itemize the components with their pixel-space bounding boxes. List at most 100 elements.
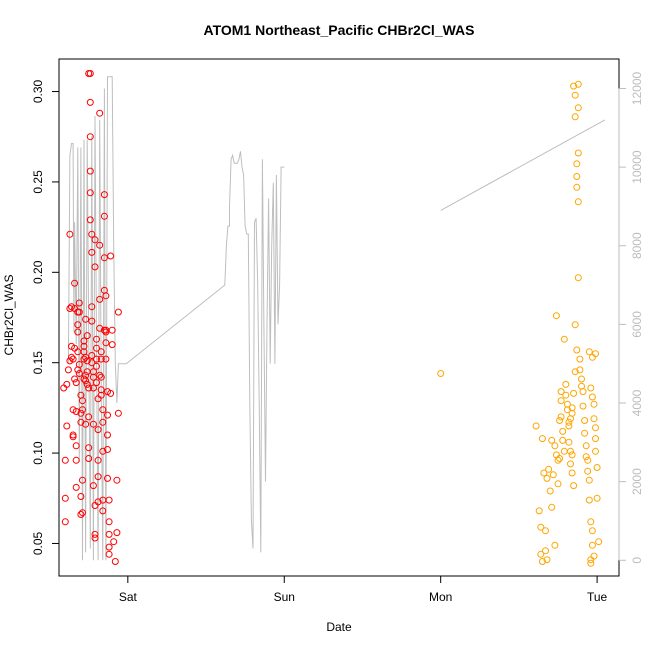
data-point xyxy=(114,308,122,316)
data-point xyxy=(86,98,94,106)
data-point xyxy=(80,342,88,350)
data-point xyxy=(105,518,113,526)
scatter-points xyxy=(60,70,603,567)
data-point xyxy=(567,415,574,423)
data-point xyxy=(585,496,593,504)
data-point xyxy=(97,348,105,356)
data-point xyxy=(77,418,85,426)
data-point xyxy=(571,113,579,121)
data-point xyxy=(104,411,111,419)
altitude-line xyxy=(440,119,606,211)
data-point xyxy=(114,409,122,417)
data-point xyxy=(560,447,568,455)
data-point xyxy=(93,344,100,352)
data-point xyxy=(113,529,121,537)
data-point xyxy=(100,254,108,262)
x-tick-label: Sun xyxy=(274,590,295,604)
data-point xyxy=(538,558,546,565)
data-point xyxy=(537,523,545,531)
data-point xyxy=(111,558,119,565)
data-point xyxy=(590,552,598,560)
data-point xyxy=(75,299,83,307)
data-point xyxy=(574,149,582,157)
data-point xyxy=(552,312,560,320)
data-point xyxy=(592,350,599,358)
data-point xyxy=(63,380,71,388)
data-point xyxy=(99,406,107,414)
data-point xyxy=(94,498,102,506)
data-point xyxy=(567,460,574,468)
data-point xyxy=(83,332,91,340)
data-point xyxy=(86,133,94,141)
data-point xyxy=(69,433,77,441)
data-point xyxy=(77,409,85,417)
data-point xyxy=(91,236,99,244)
data-point xyxy=(85,384,93,392)
y-axis-right: 0 2000 4000 6000 8000 10000 12000 xyxy=(618,71,644,564)
y-axis-label: CHBr2Cl_WAS xyxy=(2,275,16,356)
data-point xyxy=(77,511,85,518)
y2-tick-label: 10000 xyxy=(630,150,644,184)
data-point xyxy=(574,80,582,88)
data-point xyxy=(94,456,102,464)
data-point xyxy=(571,368,579,376)
data-point xyxy=(93,335,100,343)
data-point xyxy=(108,341,116,349)
data-point xyxy=(88,352,96,359)
data-point xyxy=(69,355,77,363)
data-point xyxy=(579,402,587,410)
data-point xyxy=(96,109,104,117)
data-point xyxy=(542,547,549,555)
data-point xyxy=(587,518,595,526)
data-point xyxy=(100,212,108,220)
data-point xyxy=(542,527,549,535)
data-point xyxy=(77,493,85,500)
data-point xyxy=(563,406,571,414)
data-point xyxy=(89,384,97,392)
data-point xyxy=(551,541,559,549)
data-point xyxy=(86,216,94,224)
data-point xyxy=(61,494,69,502)
data-point xyxy=(72,456,80,464)
x-axis-label: Date xyxy=(326,620,352,634)
data-point xyxy=(537,550,545,558)
y-tick-label: 0.20 xyxy=(31,260,45,284)
data-point xyxy=(68,353,75,361)
data-point xyxy=(75,308,83,316)
data-point xyxy=(585,476,593,484)
chart-title: ATOM1 Northeast_Pacific CHBr2Cl_WAS xyxy=(204,22,475,38)
data-point xyxy=(568,404,576,412)
data-point xyxy=(88,230,96,238)
data-point xyxy=(85,444,93,452)
data-point xyxy=(96,241,104,249)
data-point xyxy=(99,447,107,455)
data-point xyxy=(89,373,97,381)
data-point xyxy=(554,480,562,488)
data-point xyxy=(576,355,584,363)
y-tick-label: 0.05 xyxy=(31,531,45,555)
data-point xyxy=(581,417,589,424)
altitude-series xyxy=(67,76,606,561)
data-point xyxy=(557,413,565,421)
data-point xyxy=(66,305,74,312)
data-point xyxy=(570,482,578,490)
data-point xyxy=(540,469,548,477)
data-point xyxy=(89,482,97,490)
data-point xyxy=(554,456,562,464)
data-point xyxy=(61,518,69,526)
data-point xyxy=(437,370,445,377)
data-point xyxy=(105,530,113,538)
data-point xyxy=(587,559,595,567)
data-point xyxy=(72,408,80,415)
data-point xyxy=(582,453,590,461)
data-point xyxy=(562,380,570,388)
data-point xyxy=(595,538,603,546)
data-point xyxy=(592,447,599,455)
data-point xyxy=(108,326,116,334)
data-point xyxy=(85,455,93,462)
data-point xyxy=(91,263,99,271)
data-point xyxy=(581,429,589,437)
data-point xyxy=(570,82,578,90)
data-point xyxy=(567,447,574,455)
data-point xyxy=(573,346,581,354)
